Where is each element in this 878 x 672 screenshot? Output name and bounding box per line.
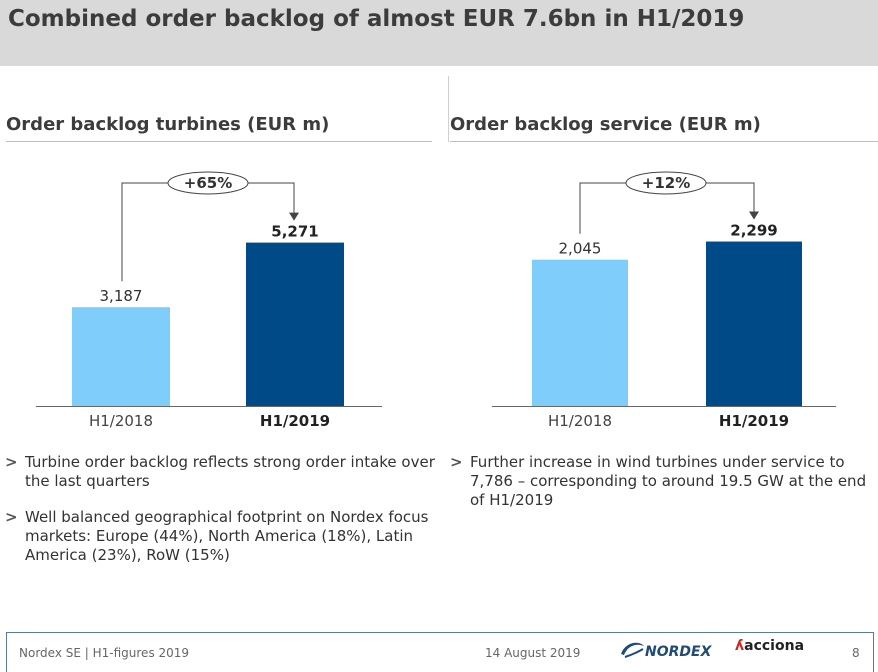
chart-title-service: Order backlog service (EUR m)	[450, 114, 761, 135]
title-bar: Combined order backlog of almost EUR 7.6…	[0, 0, 878, 66]
data-label: 5,271	[271, 223, 318, 241]
bar-h1-2018	[532, 259, 628, 406]
x-tick-label: H1/2019	[260, 412, 330, 430]
x-tick-label: H1/2019	[719, 412, 789, 430]
chevron-right-icon: >	[5, 453, 18, 471]
arrow-down-icon	[749, 211, 759, 220]
acciona-logo: ʎacciona	[735, 638, 805, 654]
acciona-mark-icon: ʎ	[735, 638, 745, 654]
bullet-list-right: > Further increase in wind turbines unde…	[450, 453, 868, 527]
bullet-item: > Further increase in wind turbines unde…	[450, 453, 867, 509]
change-label: +12%	[642, 174, 690, 192]
chevron-right-icon: >	[5, 508, 18, 526]
change-label: +65%	[184, 174, 232, 192]
page-title: Combined order backlog of almost EUR 7.6…	[8, 6, 745, 32]
bar-h1-2019	[706, 241, 802, 406]
chart-turbines: 3,187 H1/2018 5,271 H1/2019 +65%	[36, 171, 382, 430]
bullet-item: > Well balanced geographical footprint o…	[5, 508, 429, 564]
bullet-item: > Turbine order backlog reflects strong …	[5, 453, 435, 490]
bullet-list-left: > Turbine order backlog reflects strong …	[5, 453, 435, 582]
footer: Nordex SE | H1-figures 2019 14 August 20…	[6, 632, 874, 672]
chart-service: 2,045 H1/2018 2,299 H1/2019 +12%	[492, 171, 836, 430]
chart-title-turbines: Order backlog turbines (EUR m)	[6, 114, 330, 135]
chart-title-underline-service	[450, 141, 878, 142]
section-divider	[448, 76, 449, 142]
footer-date: 14 August 2019	[485, 646, 581, 660]
bar-h1-2019	[246, 242, 344, 406]
arrow-down-icon	[289, 212, 299, 221]
x-tick-label: H1/2018	[89, 412, 153, 430]
nordex-swoosh-icon	[621, 642, 644, 658]
change-badge	[167, 171, 249, 195]
footer-company: Nordex SE | H1-figures 2019	[19, 646, 190, 660]
change-badge	[625, 171, 707, 195]
chart-title-underline-turbines	[6, 141, 432, 142]
chevron-right-icon: >	[450, 453, 463, 471]
nordex-logo: NORDEX	[619, 640, 711, 660]
data-label: 2,045	[559, 240, 602, 258]
data-label: 2,299	[730, 222, 777, 240]
page-number: 8	[852, 646, 860, 660]
bar-h1-2018	[72, 307, 170, 406]
x-tick-label: H1/2018	[548, 412, 612, 430]
data-label: 3,187	[100, 287, 143, 305]
